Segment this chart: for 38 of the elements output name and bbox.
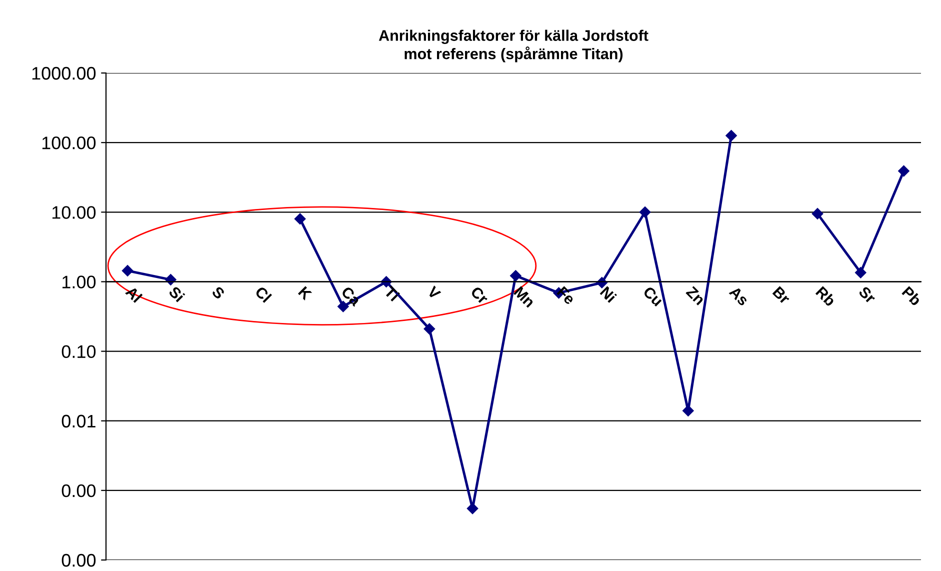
- x-tick-label: Ca: [340, 286, 362, 307]
- y-tick-label: 1000.00: [32, 66, 96, 80]
- x-tick-label: Pb: [902, 286, 922, 306]
- point: [424, 323, 436, 334]
- x-tick-label: Br: [772, 286, 791, 305]
- point: [122, 265, 134, 276]
- y-tick-label: 100.00: [42, 136, 96, 150]
- point: [682, 405, 694, 416]
- x-tick-label: V: [426, 285, 442, 300]
- x-tick-label: Sr: [858, 286, 877, 304]
- chart-title: Anrikningsfaktorer för källa Jordstoft mot referens (spårämne Titan): [378, 30, 648, 62]
- x-tick-label: Rb: [815, 286, 836, 307]
- x-tick-label: Si: [168, 285, 186, 302]
- x-tick-label: Al: [125, 285, 143, 303]
- x-tick-label: Zn: [686, 286, 706, 306]
- y-tick-label: 0.10: [62, 345, 96, 358]
- point: [294, 213, 306, 224]
- x-tick-label: Cu: [642, 286, 664, 307]
- point: [510, 270, 522, 282]
- point: [898, 165, 910, 177]
- point: [812, 208, 824, 220]
- x-tick-label: Ni: [600, 286, 617, 303]
- x-tick-label: S: [211, 286, 226, 300]
- x-tick-label: Ti: [384, 285, 400, 302]
- y-tick-label: 0.01: [62, 414, 96, 428]
- y-tick-label: 0.00: [62, 484, 96, 498]
- point: [726, 130, 737, 142]
- x-tick-label: Cr: [470, 286, 490, 305]
- x-tick-label: K: [298, 286, 312, 301]
- x-tick-label: As: [728, 286, 750, 306]
- point: [639, 206, 651, 218]
- y-tick-label: 10.00: [52, 206, 96, 219]
- x-tick-label: Cl: [254, 285, 272, 303]
- y-tick-label: 1.00: [62, 276, 96, 288]
- x-tick-label: Fe: [556, 286, 576, 306]
- y-tick-label: 0.00: [62, 554, 96, 567]
- point: [855, 267, 866, 278]
- x-tick-label: Mn: [514, 286, 536, 308]
